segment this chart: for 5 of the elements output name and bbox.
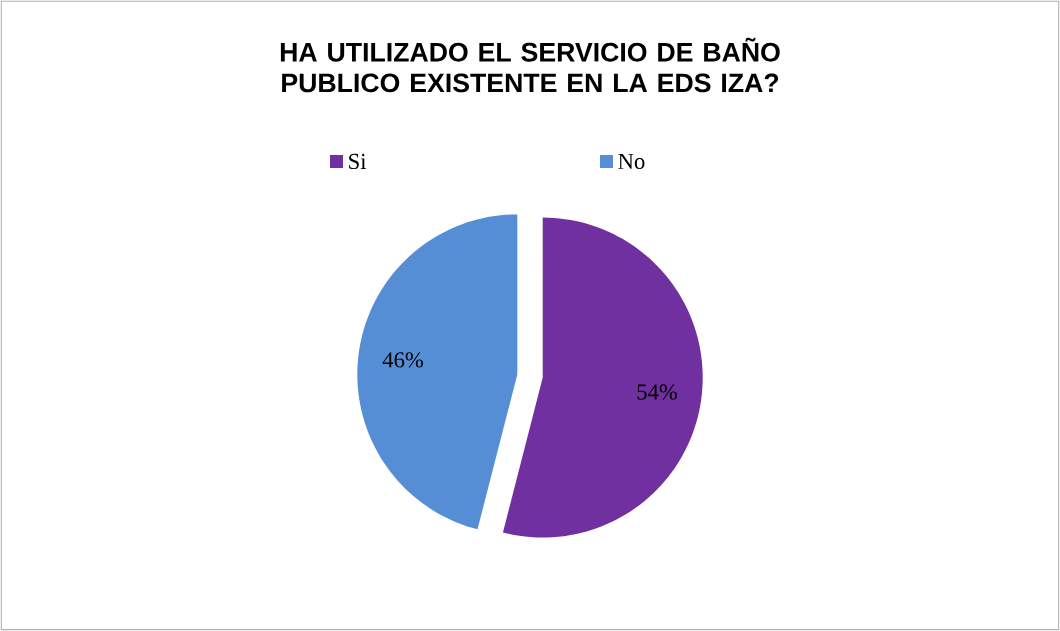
chart-title: HA UTILIZADO EL SERVICIO DE BAÑO PUBLICO EXISTENTE EN LA EDS IZA? (280, 37, 780, 93)
data-label: 46% (382, 352, 424, 368)
data-label: 54% (637, 384, 677, 400)
legend-label: No (618, 153, 645, 170)
legend-label: Si (349, 153, 367, 170)
